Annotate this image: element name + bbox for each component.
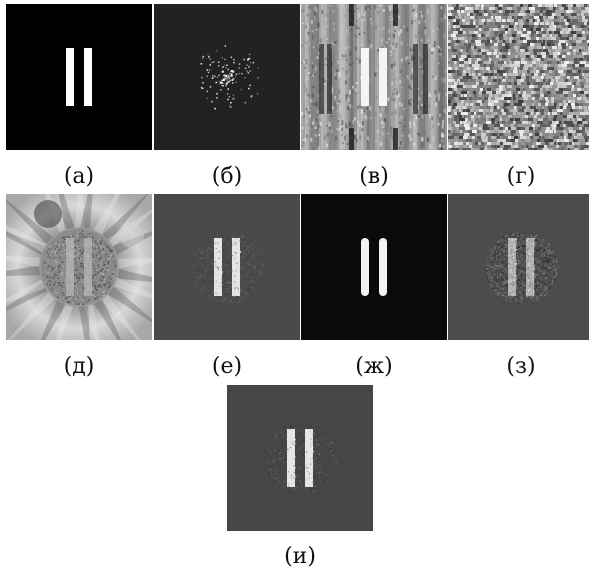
panel-d-blurred-reconstruction: [6, 194, 152, 340]
caption-v: (в): [359, 164, 389, 189]
caption-d: (д): [63, 354, 95, 379]
caption-g: (г): [506, 164, 536, 189]
panel-zh-smooth-reconstruction: [301, 194, 447, 340]
caption-a: (а): [63, 164, 95, 189]
caption-i: (и): [284, 544, 316, 569]
panel-z-noisy-reconstruction: [448, 194, 589, 340]
panel-a-original-bars: [6, 4, 152, 150]
panel-b-fourier-spectrum: [154, 4, 300, 150]
panel-g-noise-pattern: [448, 4, 589, 150]
panel-v-streaked-reconstruction: [301, 4, 447, 150]
caption-z: (з): [506, 354, 536, 379]
caption-zh: (ж): [355, 354, 393, 379]
caption-b: (б): [211, 164, 243, 189]
panel-i-final-reconstruction: [227, 385, 373, 531]
panel-e-reconstruction: [154, 194, 300, 340]
caption-e: (е): [211, 354, 243, 379]
